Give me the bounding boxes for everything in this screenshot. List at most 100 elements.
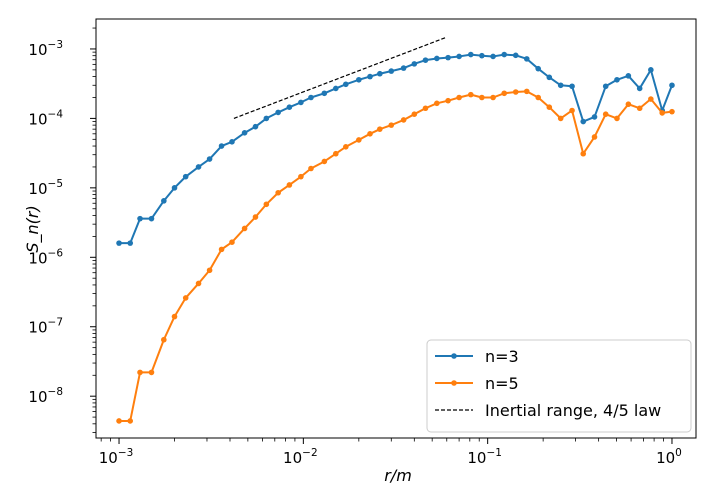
data-point-n3 (411, 61, 418, 67)
data-point-n3 (377, 70, 383, 77)
data-point-n5 (434, 100, 440, 107)
data-point-n3 (591, 114, 598, 120)
data-point-n3 (648, 67, 654, 73)
data-point-n5 (411, 111, 418, 117)
data-point-n3 (445, 54, 451, 61)
legend-swatch-marker (451, 380, 457, 386)
data-point-n3 (137, 215, 143, 222)
data-point-n3 (490, 53, 496, 60)
data-point-n5 (308, 165, 314, 172)
data-point-n5 (501, 90, 508, 97)
data-point-n5 (569, 107, 575, 114)
data-point-n3 (546, 74, 553, 81)
data-point-n5 (523, 88, 530, 95)
y-axis-label: S_n(r) (23, 205, 43, 252)
data-point-n3 (298, 99, 304, 106)
data-point-n3 (333, 85, 339, 92)
legend-swatch-marker (451, 353, 457, 359)
data-point-n3 (602, 83, 609, 90)
data-point-n3 (321, 90, 328, 97)
data-point-n3 (229, 139, 235, 145)
data-point-n5 (625, 101, 632, 108)
data-point-n5 (343, 144, 349, 150)
data-point-n3 (252, 123, 259, 130)
data-point-n3 (116, 240, 122, 246)
y-tick-label: 10−7 (28, 317, 63, 337)
data-point-n5 (161, 336, 167, 343)
y-tick-label: 10−5 (28, 178, 63, 198)
data-point-n5 (148, 369, 155, 376)
data-point-n3 (434, 55, 440, 62)
data-point-n5 (648, 96, 654, 102)
data-point-n5 (182, 295, 189, 301)
data-point-n5 (218, 246, 225, 253)
legend: n=3 n=5 Inertial range, 4/5 law (426, 339, 692, 433)
data-point-n5 (137, 369, 143, 376)
data-point-n3 (241, 130, 248, 136)
data-point-n5 (206, 267, 213, 274)
y-tick-label: 10−8 (28, 386, 63, 406)
data-point-n5 (659, 110, 665, 116)
data-point-n3 (218, 143, 225, 149)
data-point-n5 (195, 280, 202, 287)
data-point-n5 (286, 182, 293, 188)
data-point-n3 (523, 56, 530, 62)
data-point-n3 (467, 51, 474, 58)
data-point-n5 (490, 94, 496, 101)
x-axis-label: r/m (384, 466, 412, 485)
data-point-n3 (161, 198, 167, 204)
data-point-n3 (195, 164, 202, 170)
data-point-n5 (467, 91, 474, 98)
data-point-n3 (557, 82, 564, 89)
legend-entry-label: n=5 (485, 374, 519, 393)
data-point-n5 (512, 89, 519, 95)
data-point-n5 (252, 214, 259, 220)
data-point-n5 (356, 137, 362, 143)
data-point-n3 (356, 76, 362, 83)
data-point-n5 (546, 104, 553, 110)
data-point-n3 (535, 65, 541, 72)
data-point-n3 (669, 82, 675, 89)
data-point-n5 (456, 94, 462, 101)
data-point-n5 (321, 158, 328, 165)
data-point-n5 (636, 105, 643, 112)
data-point-n3 (286, 104, 293, 110)
data-point-n3 (343, 81, 349, 88)
data-point-n5 (614, 115, 620, 122)
data-point-n3 (512, 52, 519, 59)
legend-entry-label: n=3 (485, 347, 519, 366)
x-tick-label: 10−1 (467, 447, 502, 467)
data-point-n3 (636, 85, 643, 92)
data-point-n5 (535, 94, 541, 101)
data-point-n3 (171, 185, 178, 191)
data-point-n5 (422, 105, 429, 112)
y-tick-label: 10−3 (28, 39, 63, 59)
data-point-n5 (333, 150, 339, 157)
data-point-n5 (557, 115, 564, 122)
legend-entry-label: Inertial range, 4/5 law (485, 401, 661, 420)
data-point-n3 (148, 215, 155, 222)
data-point-n5 (377, 126, 383, 132)
data-point-n3 (263, 115, 270, 122)
data-point-n5 (275, 189, 281, 196)
data-point-n3 (614, 76, 620, 83)
data-point-n3 (479, 52, 485, 59)
data-point-n5 (400, 117, 407, 123)
data-point-n3 (206, 156, 213, 162)
data-point-n3 (501, 51, 508, 58)
data-point-n5 (171, 313, 178, 320)
data-point-n3 (580, 118, 587, 125)
y-tick-label: 10−4 (28, 108, 63, 128)
data-point-n5 (388, 122, 395, 128)
data-point-n3 (182, 173, 189, 180)
data-point-n5 (479, 94, 485, 101)
x-tick-label: 100 (656, 447, 682, 467)
series-line-n3 (119, 53, 673, 245)
data-point-n5 (298, 173, 304, 180)
data-point-n3 (308, 94, 314, 101)
data-point-n3 (569, 83, 575, 90)
data-point-n5 (602, 111, 609, 117)
data-point-n5 (229, 239, 235, 245)
